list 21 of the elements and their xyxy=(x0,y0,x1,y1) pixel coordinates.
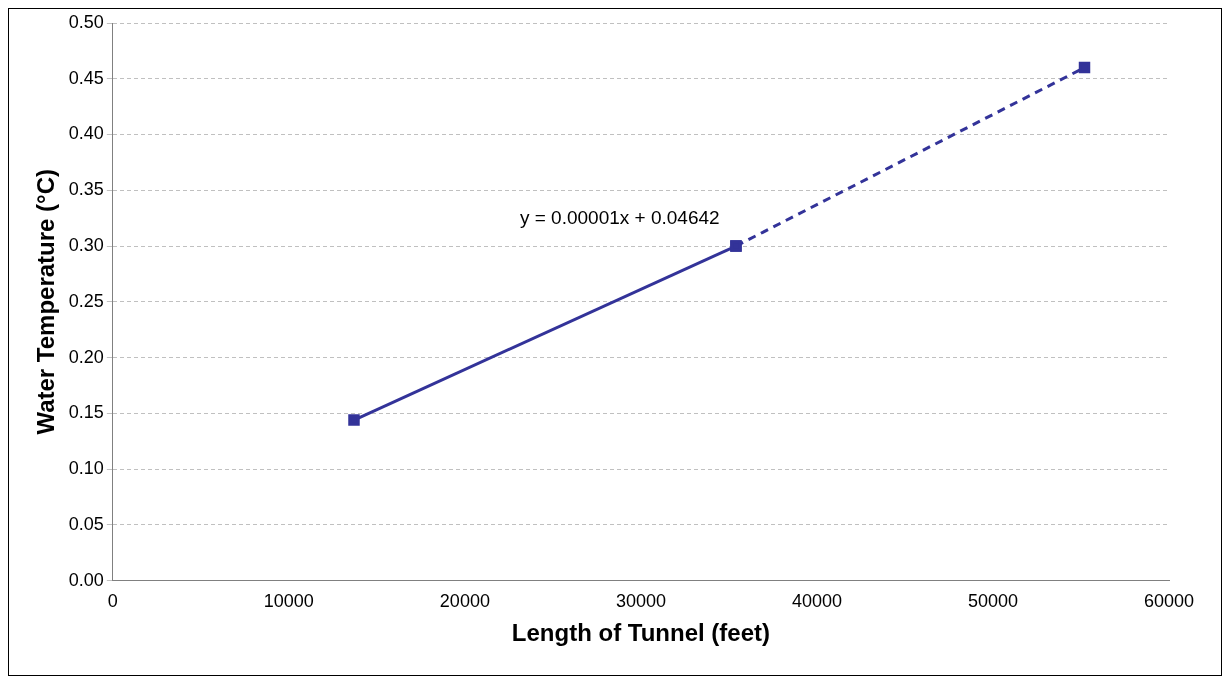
y-axis-title: Water Temperature (°C) xyxy=(32,168,60,435)
annotation: y = 0.00001x + 0.04642 xyxy=(519,206,720,228)
y-tick-label: 0.20 xyxy=(68,346,104,367)
x-tick-label: 20000 xyxy=(439,591,490,612)
x-tick-label: 30000 xyxy=(615,591,666,612)
y-tick-label: 0.25 xyxy=(68,290,104,311)
y-tick-label: 0.30 xyxy=(68,235,104,256)
y-tick-label: 0.00 xyxy=(68,569,104,590)
x-axis-title: Length of Tunnel (feet) xyxy=(511,619,771,647)
y-tick-label: 0.10 xyxy=(68,458,104,479)
x-tick-label: 40000 xyxy=(791,591,842,612)
x-tick-label: 50000 xyxy=(967,591,1018,612)
x-tick-label: 0 xyxy=(107,591,118,612)
y-tick-label: 0.05 xyxy=(68,513,104,534)
y-tick-label: 0.40 xyxy=(68,123,104,144)
y-tick-label: 0.45 xyxy=(68,67,104,88)
x-tick-label: 60000 xyxy=(1143,591,1195,612)
x-tick-label: 10000 xyxy=(263,591,314,612)
y-tick-label: 0.15 xyxy=(68,402,104,423)
y-tick-label: 0.50 xyxy=(68,11,104,32)
y-tick-label: 0.35 xyxy=(68,179,104,200)
